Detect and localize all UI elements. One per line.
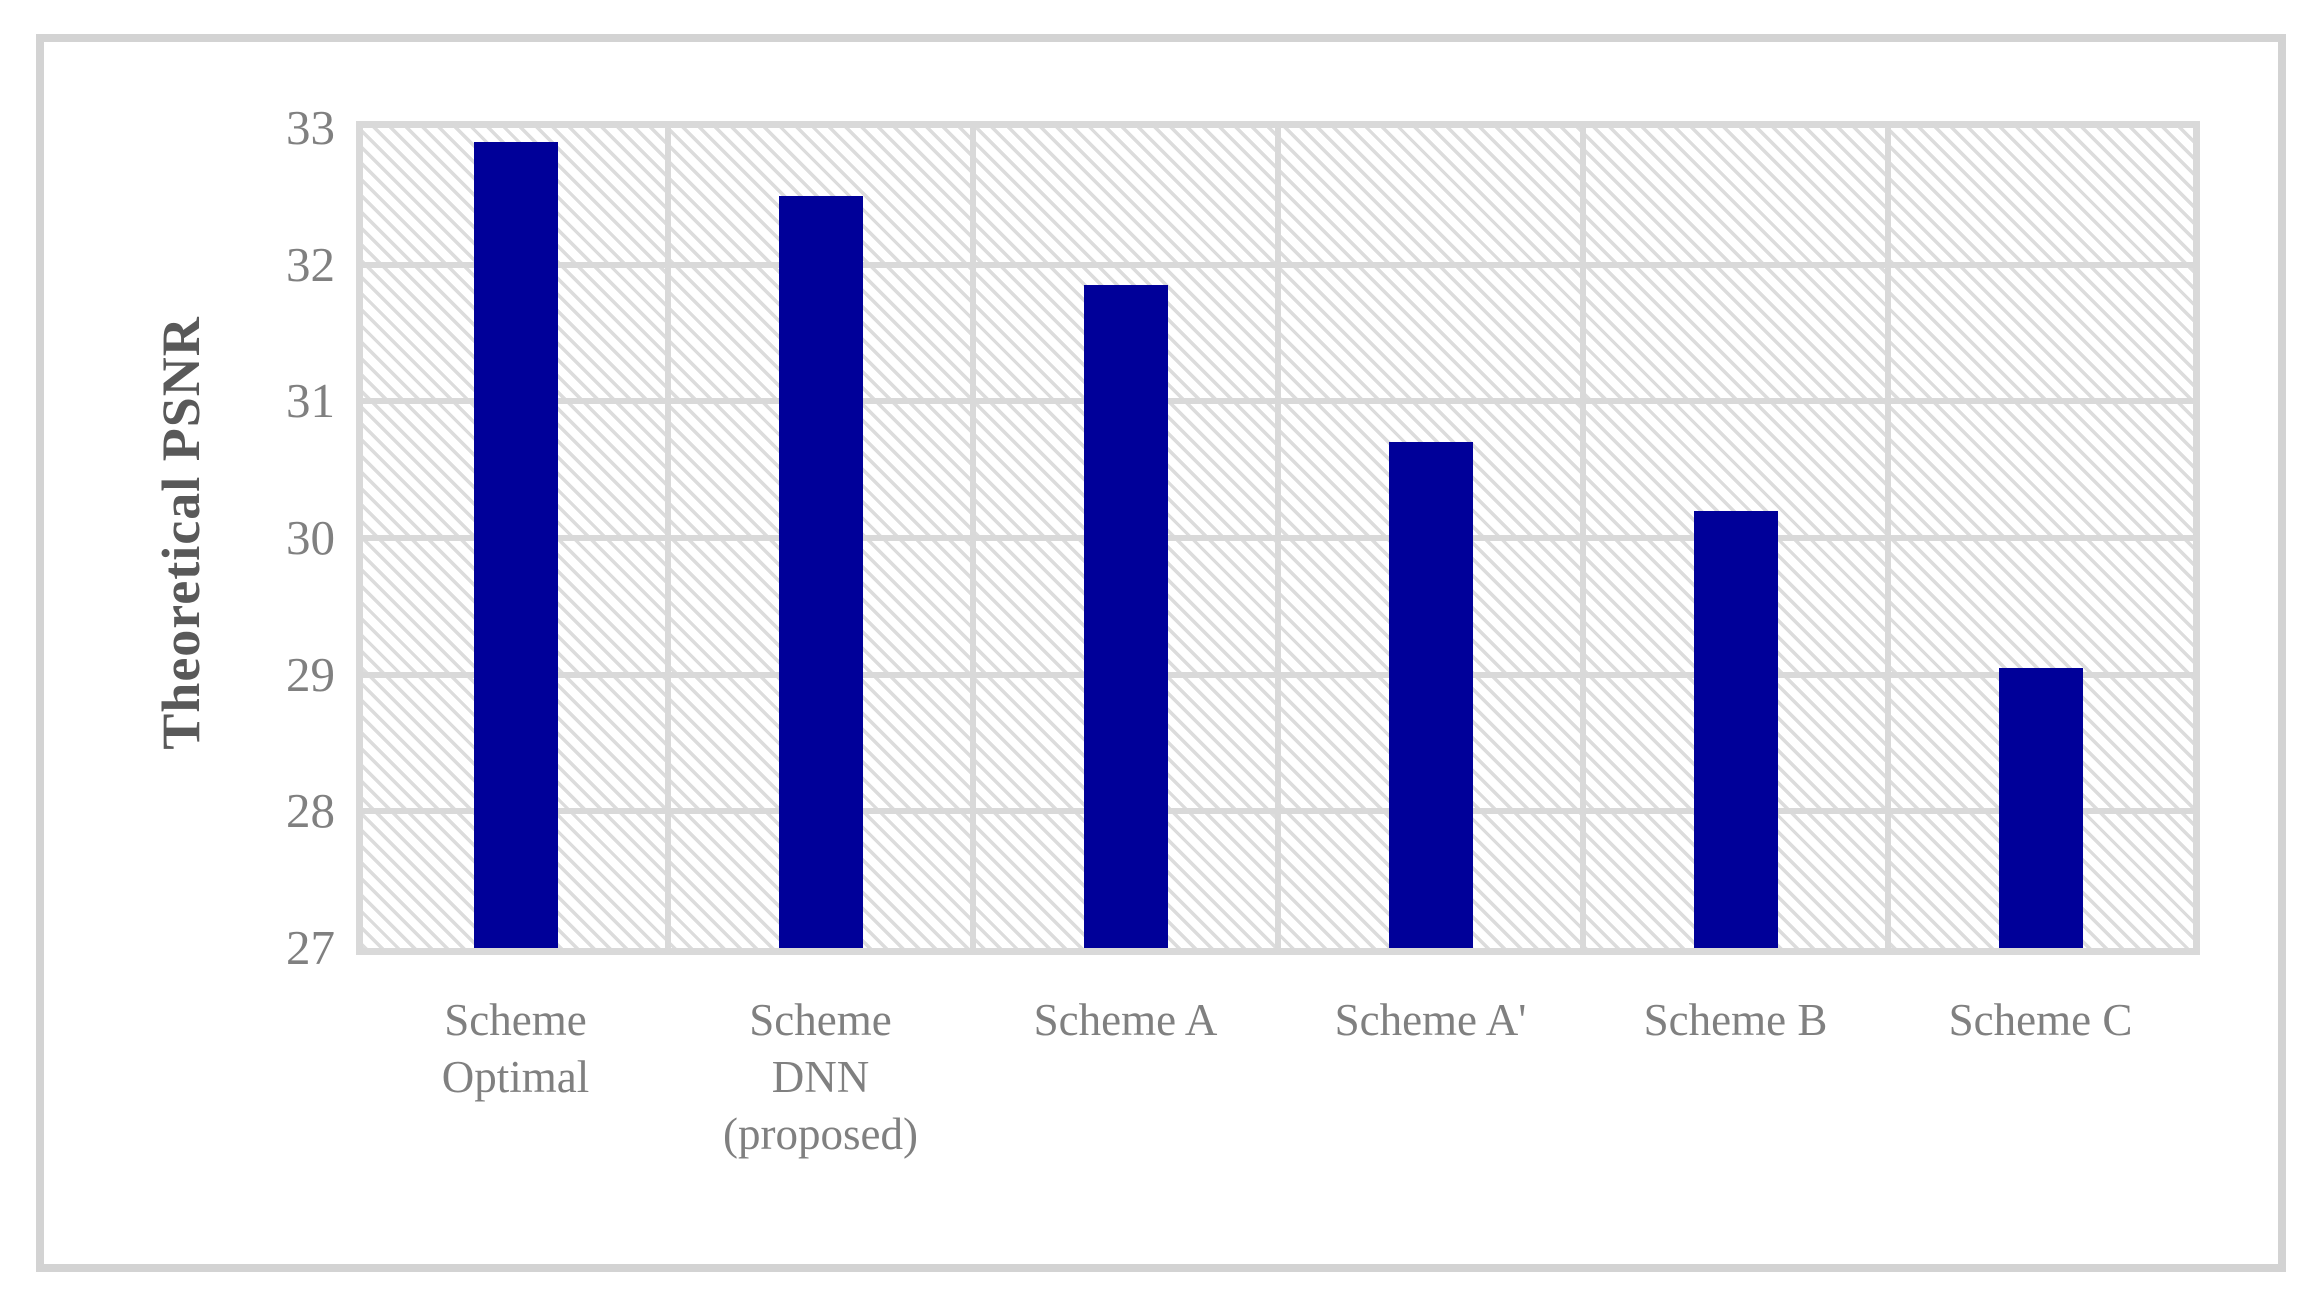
category-label-line: Scheme B: [1643, 995, 1828, 1045]
category-label-line: DNN: [771, 1052, 870, 1102]
category-label-scheme-a: Scheme A: [966, 992, 1286, 1049]
gridline-x-3: [1275, 128, 1281, 948]
bar-scheme-b: [1693, 510, 1778, 948]
category-label-line: Scheme A: [1033, 995, 1218, 1045]
category-label-scheme-a: Scheme A': [1271, 992, 1591, 1049]
gridline-x-2: [970, 128, 976, 948]
y-tick-label-29: 29: [286, 646, 335, 702]
category-label-scheme-c: Scheme C: [1881, 992, 2201, 1049]
bar-scheme-a: [1083, 285, 1168, 948]
category-label-line: Scheme C: [1948, 995, 2133, 1045]
category-label-line: (proposed): [723, 1109, 918, 1159]
gridline-x-1: [665, 128, 671, 948]
category-label-scheme-dnn-proposed: Scheme DNN (proposed): [661, 992, 981, 1163]
y-tick-label-32: 32: [286, 236, 335, 292]
category-label-scheme-b: Scheme B: [1576, 992, 1896, 1049]
gridline-x-4: [1580, 128, 1586, 948]
category-label-line: Scheme: [444, 995, 587, 1045]
y-tick-label-28: 28: [286, 783, 335, 839]
y-axis-title: Theoretical PSNR: [151, 316, 211, 750]
y-tick-label-30: 30: [286, 510, 335, 565]
bar-scheme-c: [1998, 667, 2083, 948]
category-label-line: Scheme A': [1334, 995, 1527, 1045]
gridline-x-5: [1885, 128, 1891, 948]
bar-scheme-dnn-proposed: [778, 196, 863, 948]
y-tick-label-27: 27: [286, 920, 335, 975]
bar-scheme-a: [1388, 442, 1473, 948]
y-tick-label-33: 33: [286, 100, 335, 155]
bar-scheme-optimal: [473, 141, 558, 948]
y-tick-label-31: 31: [286, 373, 335, 429]
category-label-scheme-optimal: Scheme Optimal: [356, 992, 676, 1106]
category-label-line: Scheme: [749, 995, 892, 1045]
category-label-line: Optimal: [441, 1052, 590, 1102]
